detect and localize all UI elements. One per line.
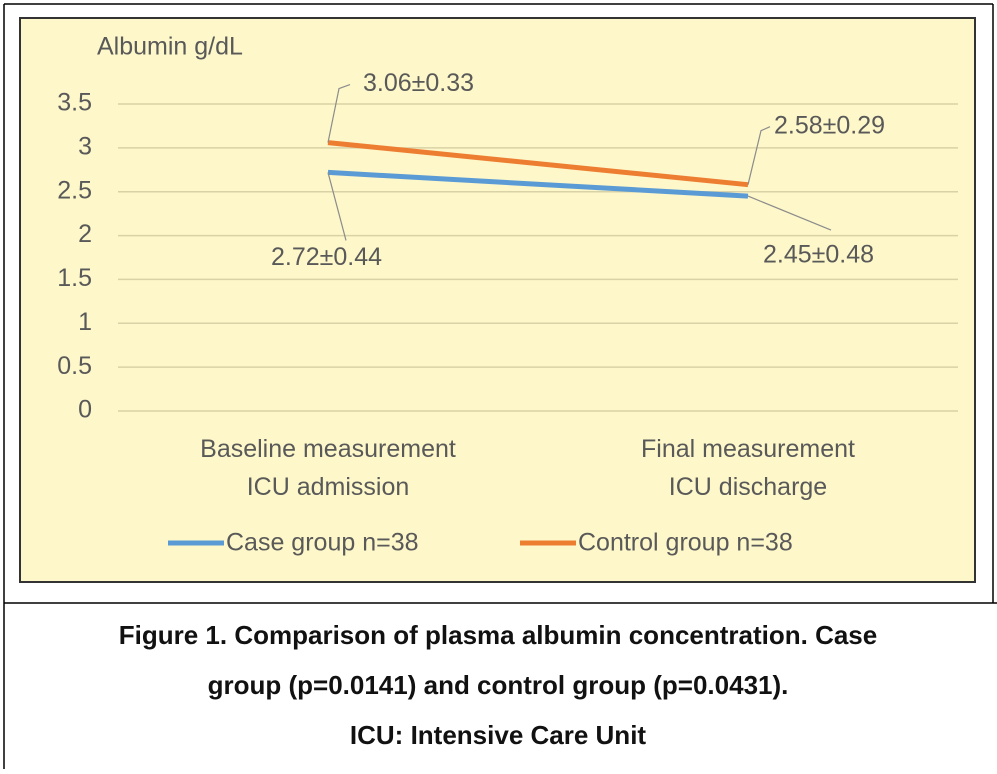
leader-line xyxy=(747,126,771,185)
plot: 0 0.5 1 1.5 2 2.5 3 3.5 Baseline measurement ICU … xyxy=(57,69,958,557)
y-tick-label: 2.5 xyxy=(57,176,92,204)
series-line xyxy=(327,169,749,199)
data-label: 2.72±0.44 xyxy=(271,243,382,271)
y-tick-label: 3 xyxy=(78,132,92,160)
leader-line xyxy=(327,84,351,143)
caption-line: group (p=0.0141) and control group (p=0.… xyxy=(208,670,789,700)
data-label: 3.06±0.33 xyxy=(363,69,474,97)
y-tick-label: 0.5 xyxy=(57,352,92,380)
legend-label: Control group n=38 xyxy=(578,529,793,557)
legend-label: Case group n=38 xyxy=(226,529,419,557)
y-tick-label: 2 xyxy=(78,220,92,248)
y-tick-label: 1 xyxy=(78,308,92,336)
y-tick-label: 1.5 xyxy=(57,264,92,292)
caption-line: Figure 1. Comparison of plasma albumin c… xyxy=(119,620,877,650)
leader-line xyxy=(327,172,347,241)
y-tick-label: 0 xyxy=(78,396,92,424)
caption-line: ICU: Intensive Care Unit xyxy=(350,720,647,750)
data-label: 2.45±0.48 xyxy=(763,241,874,269)
y-tick-label: 3.5 xyxy=(57,89,92,117)
y-axis-label: Albumin g/dL xyxy=(97,33,243,61)
x-tick-label: Baseline measurement ICU admission xyxy=(200,435,456,501)
series-line xyxy=(327,140,749,188)
x-tick-label: Final measurement ICU discharge xyxy=(641,435,855,501)
data-label: 2.58±0.29 xyxy=(774,111,885,139)
chart-area xyxy=(19,17,976,583)
leader-line xyxy=(747,195,832,231)
